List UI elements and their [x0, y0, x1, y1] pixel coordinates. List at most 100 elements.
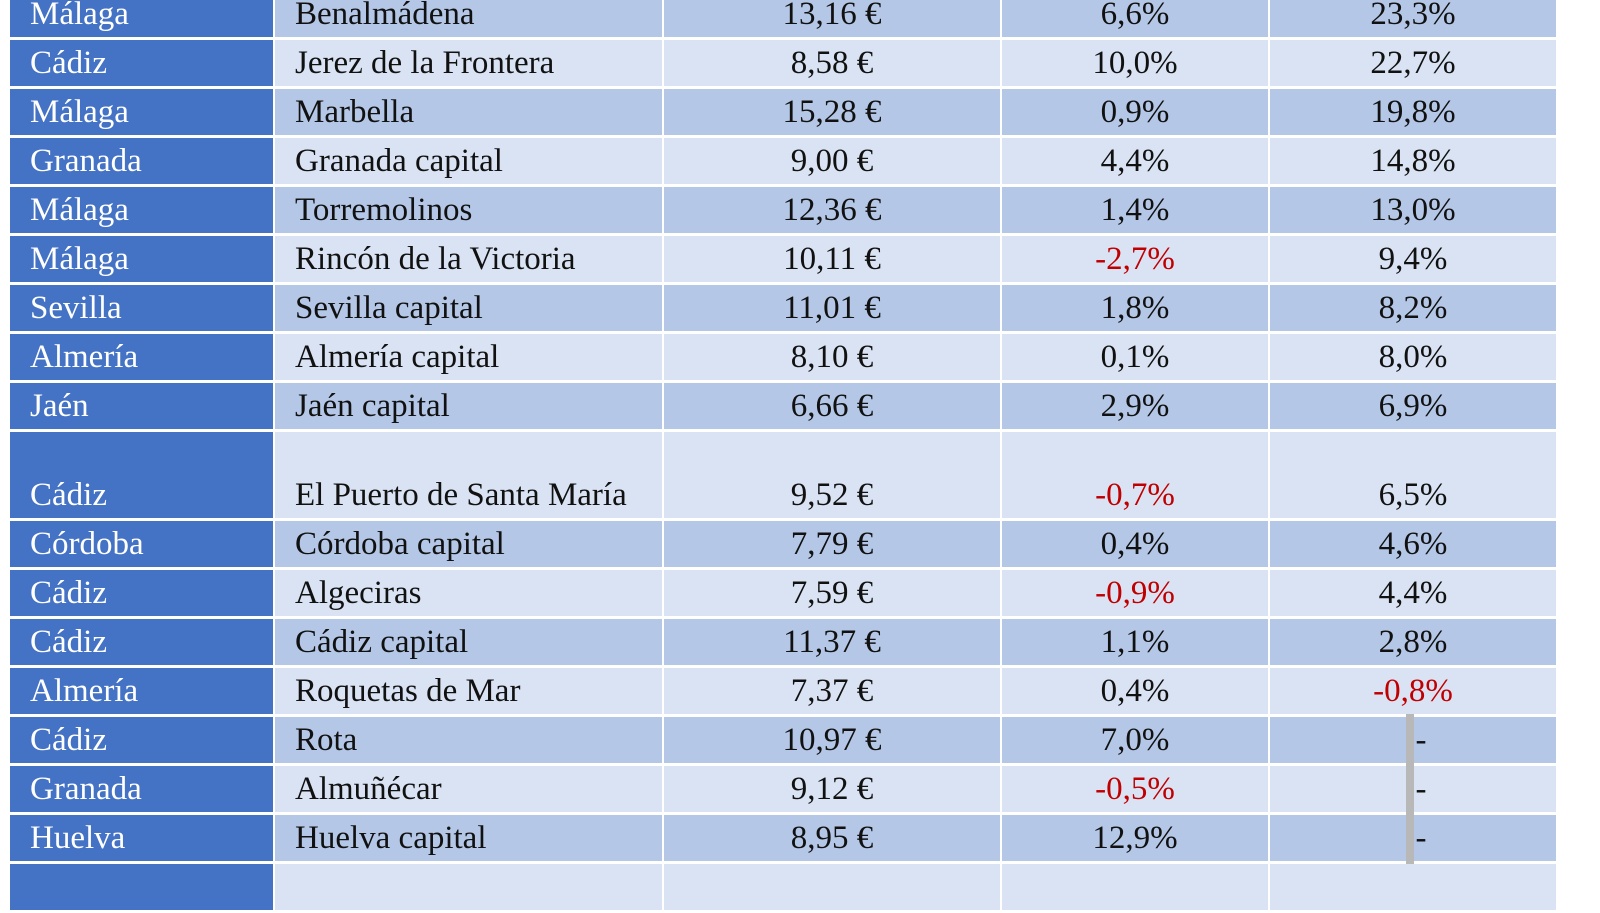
table-row: Sevilla Sevilla capital 11,01 €1,8% 8,2%: [10, 285, 1556, 331]
change-b-cell: 9,4%: [1270, 236, 1556, 282]
change-a-cell: 4,4%: [1002, 138, 1268, 184]
empty-cell: [275, 864, 662, 910]
change-b-cell: 8,0%: [1270, 334, 1556, 380]
empty-cell: [664, 864, 1000, 910]
change-a-cell: 2,9%: [1002, 383, 1268, 429]
province-cell: Málaga: [10, 236, 273, 282]
province-cell: Huelva: [10, 815, 273, 861]
change-b-cell: 6,9%: [1270, 383, 1556, 429]
municipality-cell: Rota: [275, 717, 662, 763]
province-cell: Cádiz: [10, 619, 273, 665]
price-cell: 12,36 €: [664, 187, 1000, 233]
divider: [1406, 812, 1414, 864]
change-a-cell: 0,4%: [1002, 521, 1268, 567]
price-cell: 9,00 €: [664, 138, 1000, 184]
province-cell: Córdoba: [10, 521, 273, 567]
municipality-cell: Sevilla capital: [275, 285, 662, 331]
rent-price-table: Málaga Benalmádena 13,16 €6,6% 23,3% Cádiz Je…: [10, 0, 1558, 913]
change-a-cell: 7,0%: [1002, 717, 1268, 763]
province-cell: Cádiz: [10, 40, 273, 86]
change-b-cell: 4,4%: [1270, 570, 1556, 616]
table-row: Cádiz Rota 10,97 €7,0% -: [10, 714, 1556, 766]
province-cell: Málaga: [10, 187, 273, 233]
province-cell: Cádiz: [10, 570, 273, 616]
table-row: Jaén Jaén capital 6,66 €2,9% 6,9%: [10, 383, 1556, 429]
table-row-partial: [10, 864, 1556, 910]
table-row: Cádiz Jerez de la Frontera 8,58 €10,0% 22,7…: [10, 40, 1556, 86]
table-row: Cádiz El Puerto de Santa María 9,52 € -0,7%…: [10, 432, 1556, 518]
no-data-dash: -: [1415, 771, 1427, 807]
province-cell: Cádiz: [10, 432, 273, 518]
table-row: Cádiz Algeciras 7,59 € -0,9% 4,4%: [10, 570, 1556, 616]
change-b-cell: 13,0%: [1270, 187, 1556, 233]
table-row: Córdoba Córdoba capital 7,79 €0,4% 4,6%: [10, 521, 1556, 567]
municipality-cell: Torremolinos: [275, 187, 662, 233]
no-data-dash: -: [1415, 722, 1427, 758]
price-cell: 8,58 €: [664, 40, 1000, 86]
municipality-cell: Córdoba capital: [275, 521, 662, 567]
table-row: Málaga Marbella 15,28 €0,9% 19,8%: [10, 89, 1556, 135]
change-b-cell: 22,7%: [1270, 40, 1556, 86]
municipality-cell: Almería capital: [275, 334, 662, 380]
no-data-dash: -: [1415, 820, 1427, 856]
province-cell: Almería: [10, 334, 273, 380]
table-body: Málaga Benalmádena 13,16 €6,6% 23,3% Cádiz Je…: [10, 0, 1556, 910]
price-cell: 11,01 €: [664, 285, 1000, 331]
change-a-cell: 1,1%: [1002, 619, 1268, 665]
change-b-cell: 4,6%: [1270, 521, 1556, 567]
price-cell: 15,28 €: [664, 89, 1000, 135]
change-b-cell: -0,8%: [1270, 668, 1556, 714]
table-row: Almería Almería capital 8,10 €0,1% 8,0%: [10, 334, 1556, 380]
change-b-cell: 2,8%: [1270, 619, 1556, 665]
municipality-cell: Huelva capital: [275, 815, 662, 861]
price-cell: 7,37 €: [664, 668, 1000, 714]
change-b-cell: 19,8%: [1270, 89, 1556, 135]
change-a-cell: 10,0%: [1002, 40, 1268, 86]
province-cell: Almería: [10, 668, 273, 714]
price-cell: 8,95 €: [664, 815, 1000, 861]
table-row: Granada Almuñécar 9,12 € -0,5% -: [10, 763, 1556, 815]
divider: [1406, 714, 1414, 766]
change-a-cell: -0,7%: [1002, 432, 1268, 518]
price-cell: 10,11 €: [664, 236, 1000, 282]
municipality-cell: Rincón de la Victoria: [275, 236, 662, 282]
price-cell: 7,59 €: [664, 570, 1000, 616]
table-row: Almería Roquetas de Mar 7,37 €0,4% -0,8%: [10, 668, 1556, 714]
price-cell: 9,52 €: [664, 432, 1000, 518]
price-cell: 10,97 €: [664, 717, 1000, 763]
municipality-cell: Roquetas de Mar: [275, 668, 662, 714]
change-a-cell: 6,6%: [1002, 0, 1268, 37]
change-a-cell: 0,9%: [1002, 89, 1268, 135]
divider: [1406, 763, 1414, 815]
change-a-cell: 0,4%: [1002, 668, 1268, 714]
change-b-cell: -: [1270, 812, 1556, 864]
municipality-cell: Benalmádena: [275, 0, 662, 37]
province-cell: Málaga: [10, 89, 273, 135]
municipality-cell: Marbella: [275, 89, 662, 135]
change-b-cell: 23,3%: [1270, 0, 1556, 37]
change-b-cell: 14,8%: [1270, 138, 1556, 184]
price-cell: 13,16 €: [664, 0, 1000, 37]
price-cell: 7,79 €: [664, 521, 1000, 567]
table-row: Málaga Rincón de la Victoria 10,11 € -2,7% 9…: [10, 236, 1556, 282]
municipality-cell: Almuñécar: [275, 766, 662, 812]
change-a-cell: 12,9%: [1002, 815, 1268, 861]
empty-cell: [1270, 864, 1556, 910]
change-a-cell: 0,1%: [1002, 334, 1268, 380]
change-a-cell: -2,7%: [1002, 236, 1268, 282]
province-cell: Cádiz: [10, 717, 273, 763]
price-cell: 8,10 €: [664, 334, 1000, 380]
province-cell: Sevilla: [10, 285, 273, 331]
table-row: Málaga Torremolinos 12,36 €1,4% 13,0%: [10, 187, 1556, 233]
change-a-cell: -0,5%: [1002, 766, 1268, 812]
price-cell: 6,66 €: [664, 383, 1000, 429]
municipality-cell: El Puerto de Santa María: [275, 432, 662, 518]
empty-cell: [1002, 864, 1268, 910]
change-b-cell: -: [1270, 714, 1556, 766]
municipality-cell: Cádiz capital: [275, 619, 662, 665]
province-cell: Granada: [10, 138, 273, 184]
change-a-cell: 1,4%: [1002, 187, 1268, 233]
table-row: Málaga Benalmádena 13,16 €6,6% 23,3%: [10, 0, 1556, 37]
province-cell: Jaén: [10, 383, 273, 429]
empty-cell: [10, 864, 273, 910]
